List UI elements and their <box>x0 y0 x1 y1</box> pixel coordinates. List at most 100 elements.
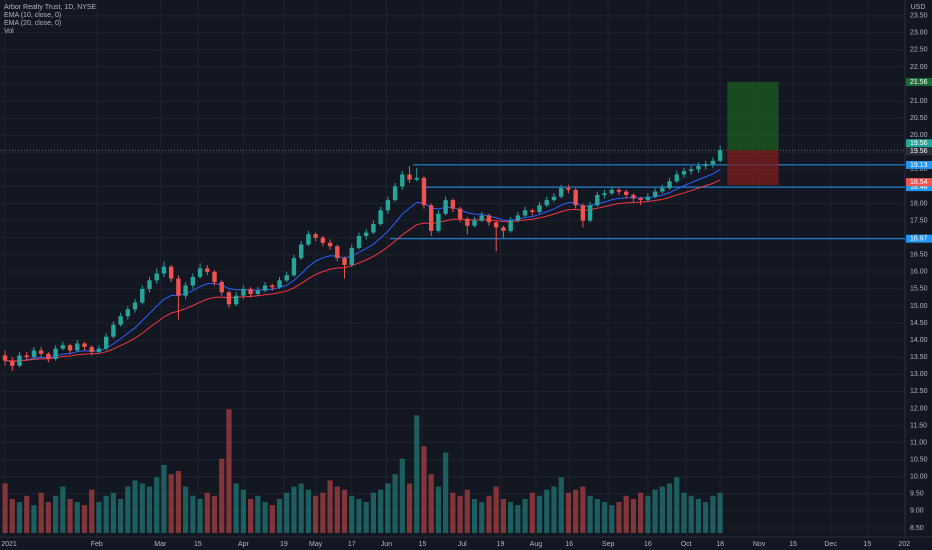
volume-bar <box>146 486 153 533</box>
volume-bar <box>118 498 124 533</box>
candle-body <box>38 350 44 354</box>
x-tick-label: 202 <box>898 541 910 548</box>
volume-bar <box>500 498 507 533</box>
x-tick-label: Feb <box>91 541 103 548</box>
candle-body <box>660 188 665 192</box>
volume-bar <box>573 489 579 533</box>
candle-body <box>710 160 716 165</box>
candle-body <box>89 346 94 353</box>
candle-body <box>407 174 412 180</box>
candle-body <box>602 193 607 195</box>
candle-body <box>674 174 679 182</box>
volume-bar <box>363 502 369 533</box>
volume-bar <box>2 483 8 533</box>
y-tick-label: 20.50 <box>910 115 928 122</box>
candle-body <box>60 345 66 349</box>
x-tick-label: Dec <box>824 541 837 548</box>
volume-bar <box>421 446 427 533</box>
candle-body <box>400 174 405 187</box>
legend-entry: EMA (20, close, 0) <box>4 20 61 27</box>
volume-bar <box>717 492 723 533</box>
candle-body <box>371 224 376 233</box>
candle-body <box>140 288 145 303</box>
y-tick-label: 10.50 <box>910 456 928 463</box>
volume-bar <box>349 495 355 533</box>
price-label: 19.56 <box>910 140 928 147</box>
candle-body <box>10 360 15 366</box>
candle-body <box>501 227 506 231</box>
candle-body <box>233 295 239 305</box>
volume-bar <box>226 409 232 533</box>
y-tick-label: 21.00 <box>910 98 928 105</box>
x-tick-label: May <box>309 541 323 548</box>
volume-bar <box>457 495 463 533</box>
volume-bar <box>645 495 651 533</box>
drawings <box>0 149 905 240</box>
candle-body <box>154 273 159 281</box>
y-tick-label: 9.00 <box>910 508 924 515</box>
candle-body <box>132 302 138 310</box>
volume-bar <box>652 489 658 533</box>
volume-bar <box>219 458 225 533</box>
volume-bar <box>74 502 80 533</box>
candle-body <box>103 336 109 349</box>
legend-entry: EMA (10, close, 0) <box>4 12 61 19</box>
volume-bar <box>486 495 492 533</box>
price-label: 19.56 <box>910 148 928 155</box>
volume-bar <box>659 486 665 533</box>
x-tick-label: Mar <box>154 541 167 548</box>
volume-bar <box>428 474 434 533</box>
candle-body <box>378 210 383 225</box>
volume-bar <box>370 492 377 533</box>
volume-bar <box>154 477 160 533</box>
volume-bar <box>175 471 181 533</box>
volume-bar <box>399 458 405 533</box>
volume-bar <box>161 464 167 533</box>
candle-body <box>544 200 549 206</box>
price-label-bg <box>906 139 932 148</box>
volume-bar <box>392 474 398 533</box>
candle-body <box>46 353 51 359</box>
volume-bar <box>565 492 572 533</box>
candle-body <box>537 205 542 213</box>
price-label: 21.56 <box>910 79 928 86</box>
candle-body <box>298 244 304 259</box>
candle-body <box>717 150 723 161</box>
volume-bar <box>356 498 362 533</box>
volume-bar <box>248 498 254 533</box>
candle-body <box>450 200 456 209</box>
candle-body <box>595 194 600 206</box>
volume-bar <box>327 480 333 533</box>
volume-bar <box>67 498 73 533</box>
candle-body <box>609 189 614 194</box>
volume-bar <box>334 486 340 533</box>
candle-body <box>313 234 318 238</box>
volume-bar <box>450 492 456 533</box>
candle-body <box>508 220 513 231</box>
x-tick-label: Nov <box>753 541 766 548</box>
volume-bar <box>313 495 319 533</box>
volume-bar <box>435 486 442 533</box>
candle-body <box>522 210 528 216</box>
y-tick-label: 22.00 <box>910 64 928 71</box>
volume-bar <box>464 489 470 533</box>
candle-body <box>580 205 586 221</box>
volume-bar <box>110 492 116 533</box>
price-label-bg <box>906 234 932 243</box>
candle-body <box>67 345 73 351</box>
volume-bar <box>305 489 312 533</box>
price-label-bg <box>906 147 932 156</box>
candle-body <box>320 237 326 243</box>
candle-body <box>219 282 224 293</box>
candle-body <box>183 285 188 296</box>
y-tick-label: 19.00 <box>910 166 928 173</box>
candle-body <box>624 191 629 195</box>
ema-line <box>4 169 721 363</box>
volume-bar <box>544 489 550 533</box>
candle-body <box>306 234 311 245</box>
volume-bar <box>414 415 420 533</box>
x-tick-label: 18 <box>716 541 724 548</box>
volume-pane <box>2 409 723 533</box>
y-tick-label: 12.00 <box>910 405 928 412</box>
volume-bar <box>674 477 680 533</box>
